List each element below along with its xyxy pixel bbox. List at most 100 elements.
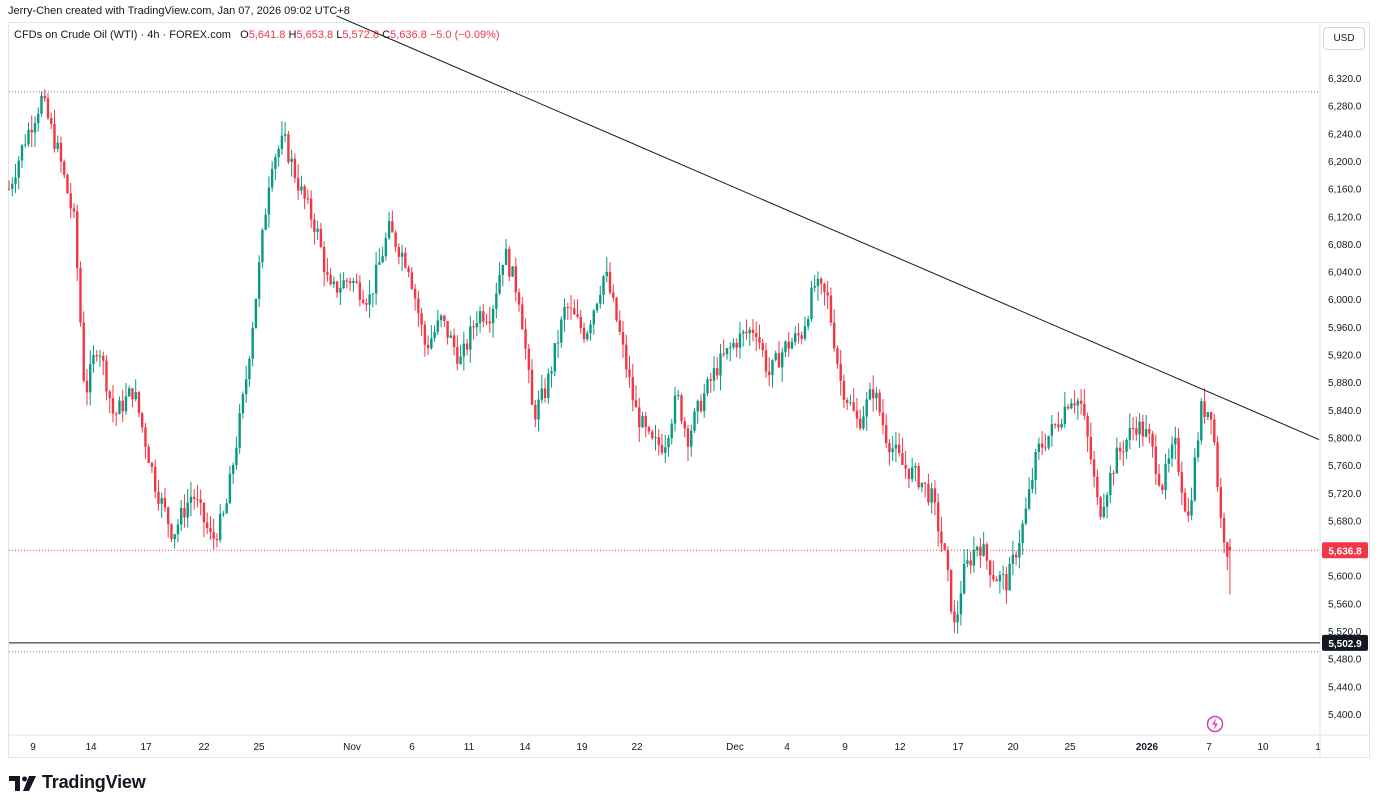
candle-body (280, 135, 284, 150)
candle-body (1034, 451, 1037, 480)
candle-body (283, 134, 287, 136)
candle-body (27, 129, 30, 145)
candle-body (85, 380, 89, 393)
candle-body (1222, 517, 1226, 543)
candle-body (722, 353, 725, 355)
candle-body (654, 437, 657, 439)
candle-body (891, 448, 894, 453)
candle-body (514, 266, 518, 293)
candle-body (1040, 443, 1044, 448)
candle-body (761, 342, 764, 351)
candle-body (1053, 424, 1057, 426)
candle-body (1112, 473, 1115, 475)
candle-body (917, 466, 920, 488)
candle-body (777, 353, 781, 368)
candle-body (387, 221, 391, 239)
candle-body (556, 342, 560, 344)
candle-body (465, 343, 469, 350)
candle-body (244, 379, 248, 395)
candle-body (884, 425, 888, 444)
candle-body (118, 400, 121, 414)
candle-body (186, 502, 189, 518)
candle-body (179, 508, 183, 525)
x-tick-label: 14 (85, 742, 97, 753)
y-tick-label: 5,440.0 (1328, 682, 1362, 693)
lightning-bolt-icon[interactable] (1205, 714, 1225, 734)
candle-body (625, 344, 628, 370)
symbol-name[interactable]: CFDs on Crude Oil (WTI) · 4h · FOREX.com (14, 29, 231, 41)
candle-body (664, 447, 667, 453)
candle-body (755, 333, 758, 338)
x-tick-label: 7 (1206, 742, 1212, 753)
candle-body (482, 311, 485, 322)
candle-body (488, 321, 492, 324)
candle-body (296, 178, 300, 191)
candle-body (141, 413, 144, 428)
candle-body (326, 272, 329, 275)
candle-body (150, 462, 154, 467)
candle-body (550, 371, 553, 374)
candle-body (807, 319, 810, 327)
candle-body (504, 248, 508, 265)
candle-body (495, 293, 498, 309)
candle-body (293, 158, 297, 179)
candle-body (657, 437, 660, 445)
candle-body (1011, 554, 1015, 564)
candle-body (410, 272, 414, 289)
candle-body (254, 298, 258, 328)
candle-body (930, 488, 933, 503)
candle-body (153, 466, 157, 492)
x-tick-label: 9 (30, 742, 36, 753)
candle-body (134, 392, 137, 400)
candle-body (712, 368, 716, 381)
candle-body (137, 392, 141, 414)
footer-brand[interactable]: TradingView (9, 772, 146, 793)
candle-body (205, 522, 209, 529)
candle-body (316, 228, 319, 232)
candle-body (511, 266, 514, 277)
candle-body (1148, 428, 1151, 434)
candle-body (436, 320, 440, 332)
y-tick-label: 5,480.0 (1328, 655, 1362, 666)
candle-body (605, 271, 608, 277)
candle-body (784, 341, 787, 353)
candle-body (810, 287, 813, 320)
candle-body (446, 321, 449, 338)
candle-body (858, 418, 862, 429)
candle-body (131, 388, 134, 400)
candle-body (108, 391, 111, 399)
candle-body (1206, 412, 1210, 418)
candle-body (313, 219, 316, 232)
candle-body (166, 507, 170, 525)
candle-body (1144, 428, 1148, 437)
candle-body (631, 377, 634, 401)
candle-body (829, 295, 833, 323)
candle-body (875, 392, 878, 399)
candle-body (946, 549, 950, 570)
candle-body (537, 399, 540, 420)
candle-body (14, 177, 17, 184)
y-tick-label: 6,000.0 (1328, 295, 1362, 306)
candle-body (836, 348, 839, 364)
x-tick-label: 17 (952, 742, 964, 753)
candle-body (647, 427, 651, 432)
y-tick-label: 6,320.0 (1328, 74, 1362, 85)
candle-body (686, 428, 690, 447)
candle-body (335, 281, 339, 293)
candle-body (63, 161, 66, 175)
candle-body (274, 157, 277, 169)
candle-body (384, 238, 388, 257)
candle-body (621, 331, 625, 345)
candle-body (910, 467, 914, 480)
candle-body (579, 316, 582, 328)
close-value: 5,636.8 (390, 29, 427, 41)
candle-body (124, 396, 128, 412)
candle-body (573, 308, 576, 315)
candle-body (128, 388, 131, 397)
currency-button[interactable]: USD (1323, 27, 1365, 50)
candle-body (563, 306, 566, 320)
candle-body (368, 294, 371, 305)
candle-body (745, 331, 748, 334)
candle-body (248, 358, 251, 380)
